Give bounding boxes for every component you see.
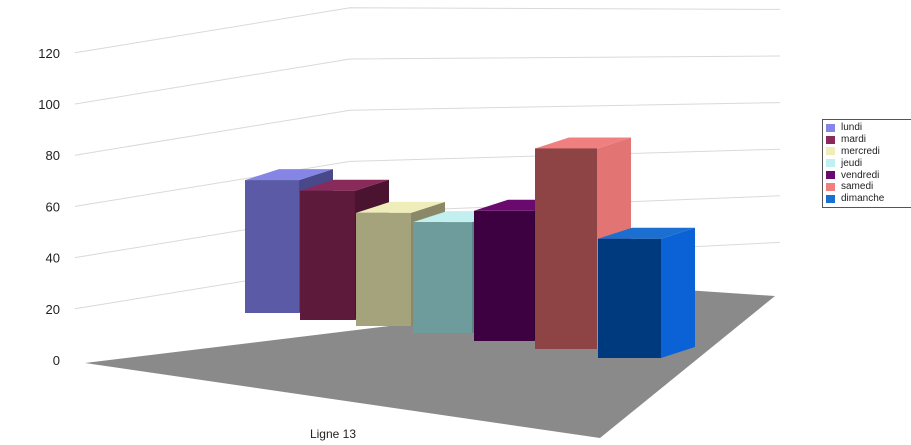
bar-front [300,190,355,320]
legend-item-vendredi: vendredi [826,169,911,181]
gridline [74,55,781,105]
legend-label: dimanche [841,193,885,205]
legend-swatch [826,182,835,191]
bar-top [598,227,695,239]
y-tick-label: 40 [46,251,60,266]
bars [245,137,695,358]
gridline [74,148,781,207]
legend-swatch [826,147,835,156]
legend-item-samedi: samedi [826,181,911,193]
bar-front [413,222,472,333]
bar-top [245,169,333,181]
legend-label: jeudi [841,157,863,169]
x-category-label: Ligne 13 [310,427,356,441]
y-tick-label: 20 [46,302,60,317]
legend-swatch [826,171,835,180]
bar-top [535,137,631,149]
legend-label: mercredi [841,145,880,157]
gridline [74,102,781,156]
bar-front [356,212,411,326]
gridline [74,7,781,54]
legend-item-jeudi: jeudi [826,157,911,169]
y-tick-label: 80 [46,148,60,163]
y-tick-label: 100 [38,97,60,112]
y-tick-label: 60 [46,199,60,214]
legend-label: vendredi [841,169,880,181]
bar-front [474,210,534,341]
bar-side [661,227,695,358]
legend-swatch [826,159,835,168]
bar-top [356,201,445,213]
legend-label: mardi [841,134,867,146]
y-tick-label: 120 [38,46,60,61]
legend-item-mardi: mardi [826,134,911,146]
y-axis-ticks: 0 20 40 60 80 100 120 [38,46,60,368]
legend-swatch [826,135,835,144]
bar-front [245,180,299,313]
legend: lundi mardi mercredi jeudi vendredi samedi dim… [822,119,911,208]
legend-swatch [826,194,835,203]
legend-label: samedi [841,181,874,193]
bar-top [300,179,389,191]
legend-item-lundi: lundi [826,122,911,134]
bar-front [535,148,597,349]
legend-item-dimanche: dimanche [826,193,911,205]
bar-front [598,238,661,358]
y-tick-label: 0 [53,353,60,368]
legend-swatch [826,123,835,132]
bar-dimanche [598,227,695,358]
legend-item-mercredi: mercredi [826,146,911,158]
legend-label: lundi [841,122,863,134]
